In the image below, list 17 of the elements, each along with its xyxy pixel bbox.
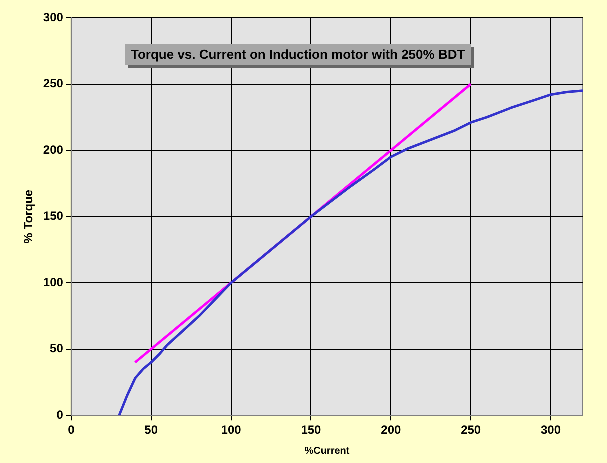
y-tick-label: 250 xyxy=(43,76,64,91)
text: Torque vs. Current on Induction motor with 250% BDT xyxy=(125,44,472,65)
y-axis-title: % Torque xyxy=(22,190,36,244)
y-tick-label: 300 xyxy=(43,10,64,24)
x-tick-label: 100 xyxy=(221,423,242,438)
x-tick-label: 300 xyxy=(541,423,562,438)
y-tick-label: 150 xyxy=(43,209,64,224)
x-axis-title: %Current xyxy=(304,446,350,457)
y-tick-label: 100 xyxy=(43,275,64,290)
y-tick-label: 0 xyxy=(56,408,64,422)
x-tick-label: 200 xyxy=(381,423,402,438)
x-tick-label: 150 xyxy=(301,423,322,438)
x-tick-label: 50 xyxy=(144,423,158,438)
y-tick-label: 50 xyxy=(50,342,64,356)
x-tick-label: 0 xyxy=(68,423,76,438)
x-tick-label: 250 xyxy=(461,423,482,438)
y-tick-label: 200 xyxy=(43,142,64,157)
